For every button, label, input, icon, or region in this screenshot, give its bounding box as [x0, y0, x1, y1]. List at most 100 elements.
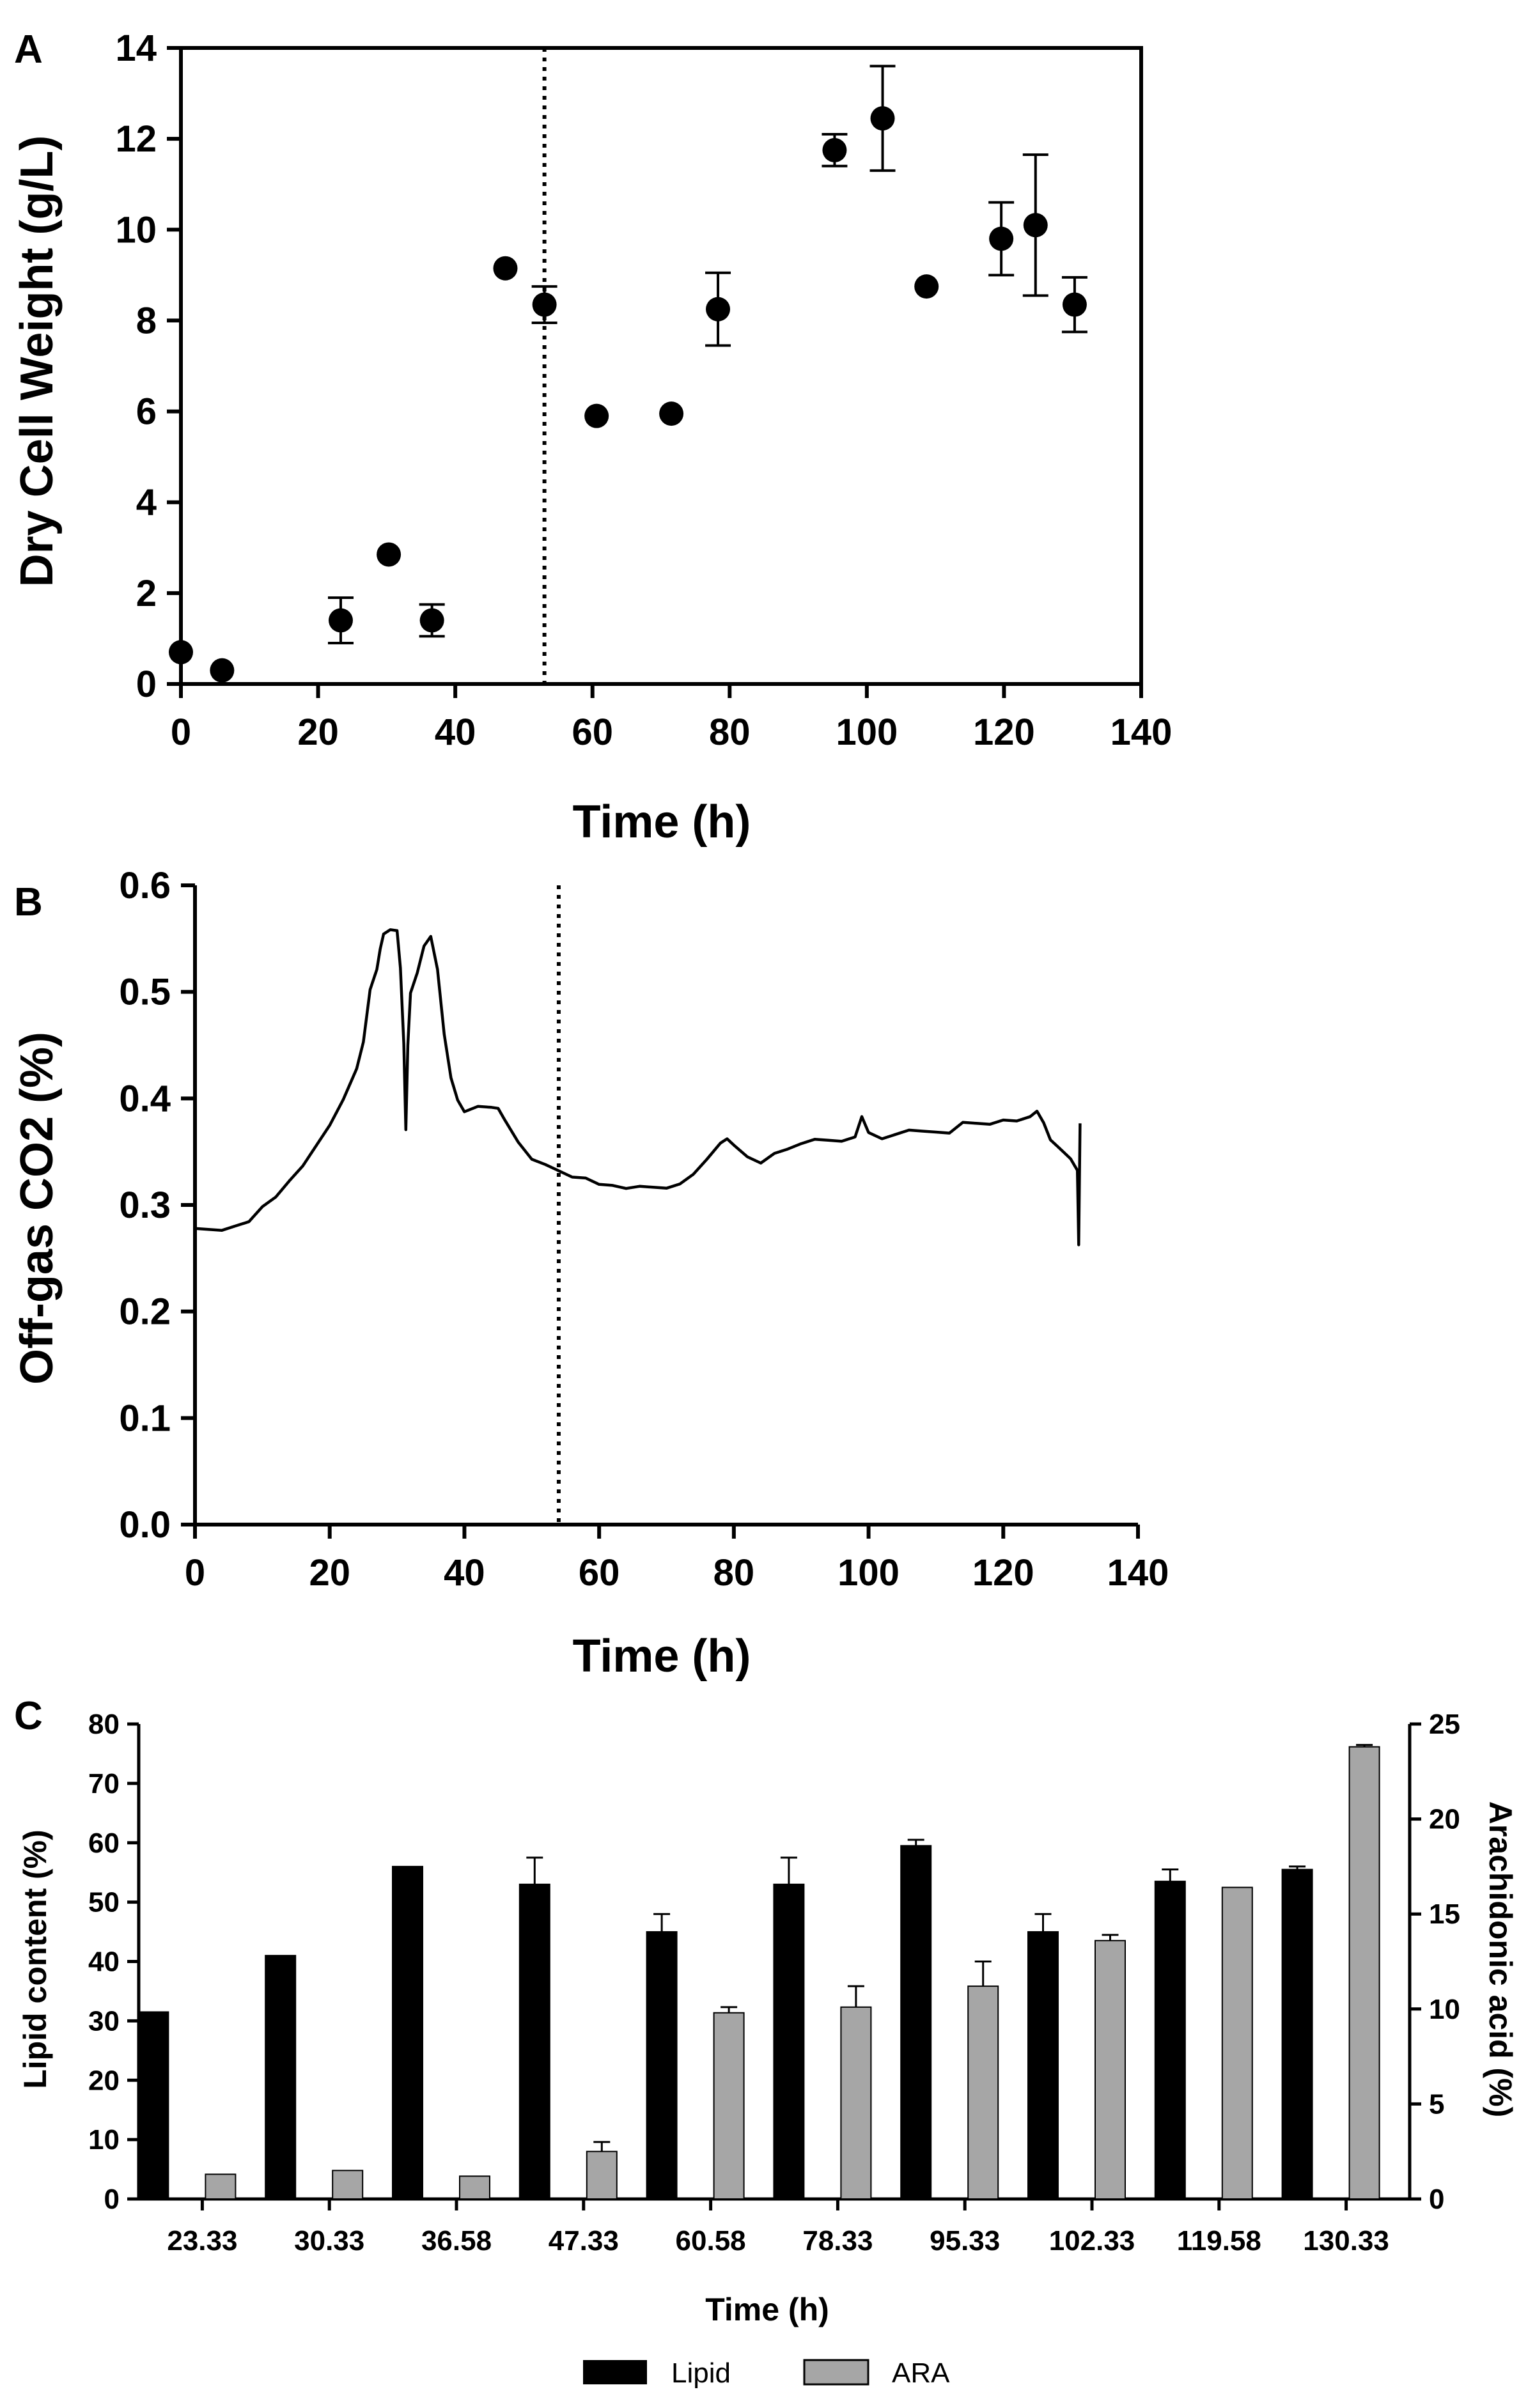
panel-b-x-tick-label-6: 120: [972, 1552, 1034, 1594]
panel-c-ara-bar-9: [1348, 1746, 1380, 2200]
panel-b-y-tick-label-3: 0.3: [119, 1185, 171, 1226]
panel-b-y-tick-label-1: 0.1: [119, 1397, 171, 1439]
panel-b-y-tick-label-2: 0.2: [119, 1291, 171, 1333]
panel-a-y-tick-label-4: 8: [136, 300, 157, 341]
panel-a-x-tick-label-2: 40: [435, 711, 476, 753]
panel-b-x-tick-label-2: 40: [444, 1552, 485, 1594]
panel-a-y-tick-label-6: 12: [115, 118, 157, 160]
panel-a-x-tick-label-6: 120: [973, 711, 1035, 753]
panel-c-x-tick-label-6: 95.33: [930, 2225, 1000, 2257]
panel-c-x-tick-label-3: 47.33: [549, 2225, 619, 2257]
panel-c-ara-bar-4: [713, 2012, 745, 2200]
panel-c-x-tick-label-1: 30.33: [294, 2225, 364, 2257]
panel-a-x-tick-label-1: 20: [297, 711, 339, 753]
panel-c-ara-bar-7: [1095, 1939, 1126, 2200]
panel-c-ara-bar-6: [967, 1985, 999, 2200]
panel-a-y-tick-label-1: 2: [136, 573, 157, 614]
panel-a-data-point-15: [1062, 292, 1087, 317]
panel-c-lipid-ara-chart: C Lipid content (%) Arachidonic acid (%)…: [14, 1694, 1518, 2389]
panel-a-data-point-14: [1023, 213, 1048, 238]
panel-a-data-point-6: [532, 292, 557, 317]
panel-c-x-tick-label-0: 23.33: [167, 2225, 237, 2257]
panel-b-offgas-co2-chart: B Off-gas CO2 (%) Time (h) 0 20 40 60 80 100 1…: [12, 865, 1169, 1682]
panel-c-lipid-bar-4: [646, 1931, 678, 2200]
panel-b-x-tick-label-0: 0: [185, 1552, 205, 1594]
legend-swatch-ara: [803, 2359, 869, 2386]
panel-c-right-y-axis-title: Arachidonic acid (%): [1483, 1801, 1518, 2118]
panel-c-ara-bar-2: [459, 2175, 490, 2200]
panel-c-x-axis-title: Time (h): [705, 2292, 829, 2327]
panel-c-left-y-tick-label-6: 60: [88, 1828, 120, 1859]
panel-c-x-tick-label-5: 78.33: [802, 2225, 873, 2257]
panel-a-data-point-1: [210, 658, 235, 683]
panel-c-lipid-bar-3: [518, 1883, 550, 2200]
panel-a-data-point-12: [914, 274, 939, 299]
panel-a-label: A: [14, 27, 43, 72]
panel-b-x-axis-title: Time (h): [573, 1631, 751, 1682]
panel-a-data-point-9: [706, 297, 731, 322]
panel-c-lipid-bar-2: [392, 1865, 423, 2200]
panel-c-right-y-tick-label-1: 5: [1429, 2088, 1444, 2120]
panel-a-x-axis-title: Time (h): [573, 796, 751, 848]
panel-a-data-point-11: [870, 106, 895, 131]
panel-c-left-y-tick-label-4: 40: [88, 1946, 120, 1978]
panel-a-x-tick-label-7: 140: [1110, 711, 1173, 753]
panel-a-x-tick-label-5: 100: [836, 711, 898, 753]
panel-a-y-tick-label-3: 6: [136, 391, 157, 433]
panel-b-co2-series-line: [194, 928, 1082, 1247]
panel-b-y-tick-label-0: 0.0: [119, 1504, 171, 1546]
panel-a-x-tick-label-0: 0: [171, 711, 191, 753]
panel-a-data-point-10: [822, 137, 847, 162]
legend-label-ara: ARA: [892, 2358, 950, 2389]
panel-a-data-point-13: [989, 226, 1014, 251]
panel-b-y-axis-title: Off-gas CO2 (%): [12, 1032, 63, 1385]
panel-c-ara-bar-8: [1221, 1886, 1253, 2200]
panel-b-y-tick-label-5: 0.5: [119, 972, 171, 1013]
panel-c-lipid-bar-1: [265, 1955, 297, 2200]
panel-c-ara-bar-3: [586, 2150, 618, 2200]
panel-c-x-tick-label-4: 60.58: [676, 2225, 746, 2257]
panel-c-x-tick-label-9: 130.33: [1303, 2225, 1389, 2257]
panel-c-lipid-bar-7: [1027, 1931, 1059, 2200]
panel-a-x-tick-label-4: 80: [709, 711, 751, 753]
panel-c-ara-bar-0: [205, 2173, 237, 2200]
panel-a-data-point-5: [493, 256, 518, 281]
panel-b-x-tick-label-1: 20: [309, 1552, 350, 1594]
panel-b-y-tick-label-6: 0.6: [119, 865, 171, 906]
panel-a-y-axis-title: Dry Cell Weight (g/L): [12, 136, 63, 587]
panel-c-left-y-tick-label-1: 10: [88, 2124, 120, 2156]
legend-swatch-lipid: [583, 2360, 647, 2384]
panel-b-x-tick-label-4: 80: [713, 1552, 755, 1594]
legend-label-lipid: Lipid: [671, 2358, 731, 2389]
panel-c-left-y-tick-label-5: 50: [88, 1887, 120, 1918]
panel-b-x-tick-label-5: 100: [838, 1552, 900, 1594]
panel-c-left-y-tick-label-8: 80: [88, 1709, 120, 1740]
panel-a-data-point-7: [584, 403, 609, 428]
panel-a-dry-cell-weight-chart: A Dry Cell Weight (g/L) Time (h) 0 20 40 60…: [12, 27, 1172, 848]
panel-c-right-y-tick-label-3: 15: [1429, 1899, 1460, 1930]
panel-b-x-tick-label-3: 60: [579, 1552, 620, 1594]
panel-b-label: B: [14, 880, 43, 924]
panel-b-y-tick-label-4: 0.4: [119, 1078, 171, 1119]
panel-c-left-y-tick-label-3: 30: [88, 2005, 120, 2037]
panel-c-right-y-tick-label-2: 10: [1429, 1994, 1460, 2025]
panel-a-data-point-2: [328, 608, 353, 633]
panel-a-y-tick-label-2: 4: [136, 482, 157, 524]
panel-c-left-y-axis-title: Lipid content (%): [17, 1829, 53, 2089]
panel-c-ara-bar-1: [332, 2170, 364, 2200]
panel-a-data-point-3: [377, 542, 401, 567]
panel-c-right-y-tick-label-5: 25: [1429, 1709, 1460, 1740]
panel-c-x-tick-label-7: 102.33: [1049, 2225, 1135, 2257]
panel-c-left-y-tick-label-2: 20: [88, 2065, 120, 2096]
panel-c-lipid-bar-5: [773, 1883, 805, 2200]
panel-c-left-y-tick-label-7: 70: [88, 1768, 120, 1799]
panel-c-lipid-bar-8: [1154, 1881, 1186, 2200]
panel-c-right-y-tick-label-4: 20: [1429, 1804, 1460, 1835]
panel-a-data-point-0: [169, 640, 193, 665]
panel-c-x-tick-label-8: 119.58: [1177, 2225, 1261, 2257]
panel-c-lipid-bar-0: [137, 2011, 169, 2200]
panel-a-plot-frame: [179, 46, 1143, 686]
panel-a-x-tick-label-3: 60: [572, 711, 613, 753]
panel-c-lipid-bar-9: [1281, 1868, 1313, 2200]
